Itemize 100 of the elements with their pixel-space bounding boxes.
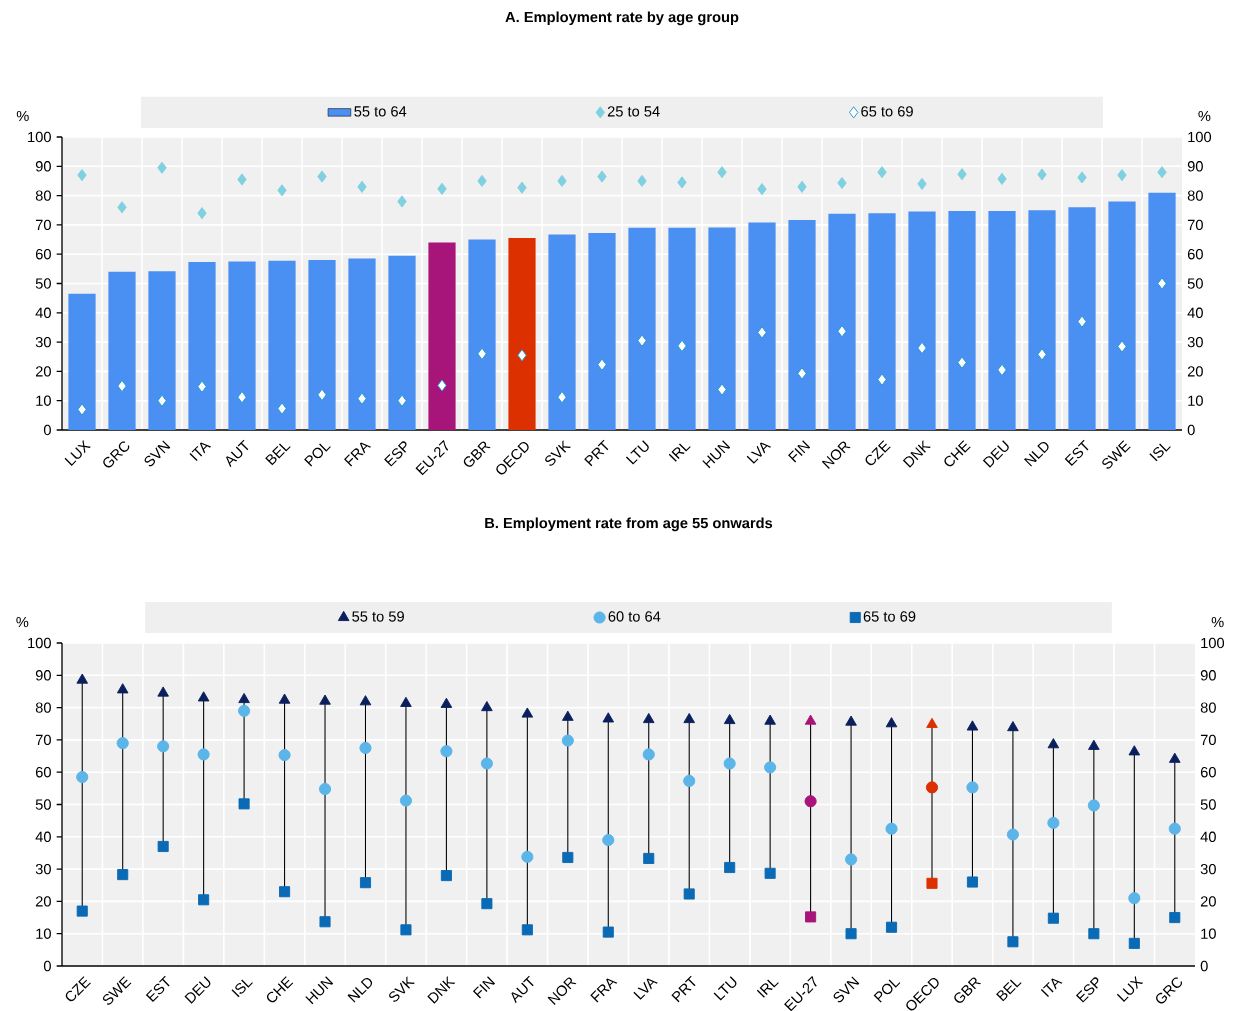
point	[683, 712, 695, 724]
bar	[828, 213, 856, 430]
point	[359, 741, 372, 755]
y-tick-label: 100	[28, 637, 51, 649]
point	[238, 798, 250, 810]
y2-tick-label: 0	[1187, 424, 1195, 436]
bar	[588, 233, 616, 430]
bar	[708, 227, 736, 430]
point	[805, 911, 817, 923]
legend-label: 60 to 64	[608, 611, 661, 622]
y-tick-label: 70	[35, 734, 51, 746]
point	[157, 161, 167, 174]
y-tick-label: 10	[36, 928, 51, 939]
x-tick-label: LVA	[746, 442, 772, 464]
point	[77, 403, 87, 416]
point	[197, 748, 210, 761]
point	[319, 916, 331, 928]
x-tick-label: BEL	[265, 443, 291, 466]
x-tick-label: FIN	[788, 440, 811, 463]
point	[764, 761, 777, 774]
x-tick-label: ITA	[189, 442, 212, 462]
bar	[548, 234, 576, 430]
bar	[1148, 192, 1176, 430]
bar	[868, 213, 896, 430]
legend-label: 25 to 54	[607, 106, 660, 117]
point	[359, 695, 372, 706]
x-tick-label: ITA	[1040, 978, 1063, 998]
y-tick-label: 90	[35, 670, 51, 681]
point	[278, 693, 291, 704]
y2-tick-label: 60	[1187, 249, 1203, 260]
point	[926, 717, 938, 728]
point	[357, 180, 367, 193]
point	[764, 714, 776, 725]
point	[359, 877, 372, 889]
y2-tick-label: 10	[1201, 928, 1216, 939]
y2-tick-label: 20	[1187, 366, 1203, 377]
bar	[228, 261, 256, 430]
point	[925, 781, 939, 794]
legend-label: 65 to 69	[863, 611, 916, 622]
point	[197, 207, 207, 220]
point	[77, 169, 87, 182]
point	[797, 367, 807, 380]
point	[885, 822, 898, 835]
point	[117, 379, 127, 393]
y2-tick-label: 70	[1187, 219, 1203, 231]
point	[437, 379, 447, 392]
bar	[308, 260, 336, 430]
point	[957, 356, 967, 369]
point	[557, 174, 567, 188]
point	[1037, 348, 1047, 361]
point	[764, 867, 776, 879]
point	[116, 737, 129, 750]
point	[481, 701, 493, 712]
point	[237, 391, 247, 404]
point	[845, 928, 857, 940]
point	[602, 926, 614, 938]
legend-label: 55 to 59	[352, 611, 404, 622]
y-axis-title: %	[16, 616, 29, 628]
x-tick-label: ISL	[231, 979, 253, 998]
point	[877, 373, 887, 386]
point	[117, 869, 129, 881]
y-tick-label: 0	[43, 424, 51, 436]
point	[477, 174, 487, 188]
point	[399, 794, 413, 807]
point	[1007, 936, 1019, 948]
point	[917, 177, 927, 190]
point	[76, 905, 88, 917]
point	[602, 712, 615, 723]
y2-tick-label: 90	[1200, 670, 1216, 681]
y-tick-label: 40	[35, 831, 51, 842]
point	[477, 347, 487, 360]
point	[642, 712, 655, 724]
y-tick-label: 30	[35, 863, 51, 875]
point	[197, 691, 210, 702]
point	[198, 894, 210, 906]
point	[717, 166, 727, 179]
point	[279, 886, 291, 898]
y-tick-label: 20	[35, 366, 51, 377]
point	[997, 172, 1007, 185]
y-tick-label: 50	[35, 278, 51, 289]
point	[277, 402, 287, 415]
point	[1128, 745, 1141, 756]
point	[1169, 912, 1181, 924]
point	[1077, 315, 1087, 328]
y-tick-label: 20	[35, 896, 51, 907]
point	[637, 334, 647, 347]
point	[397, 195, 407, 208]
point	[480, 757, 493, 770]
y2-tick-label: 30	[1187, 336, 1203, 348]
point	[1088, 928, 1100, 940]
y2-tick-label: 30	[1200, 863, 1216, 875]
bar	[268, 260, 296, 430]
bar	[68, 293, 96, 430]
point	[117, 201, 127, 214]
point	[400, 924, 412, 936]
point	[957, 168, 967, 181]
point	[157, 740, 170, 753]
y2-tick-label: 100	[1188, 131, 1212, 143]
point	[683, 774, 696, 787]
point	[521, 707, 534, 718]
